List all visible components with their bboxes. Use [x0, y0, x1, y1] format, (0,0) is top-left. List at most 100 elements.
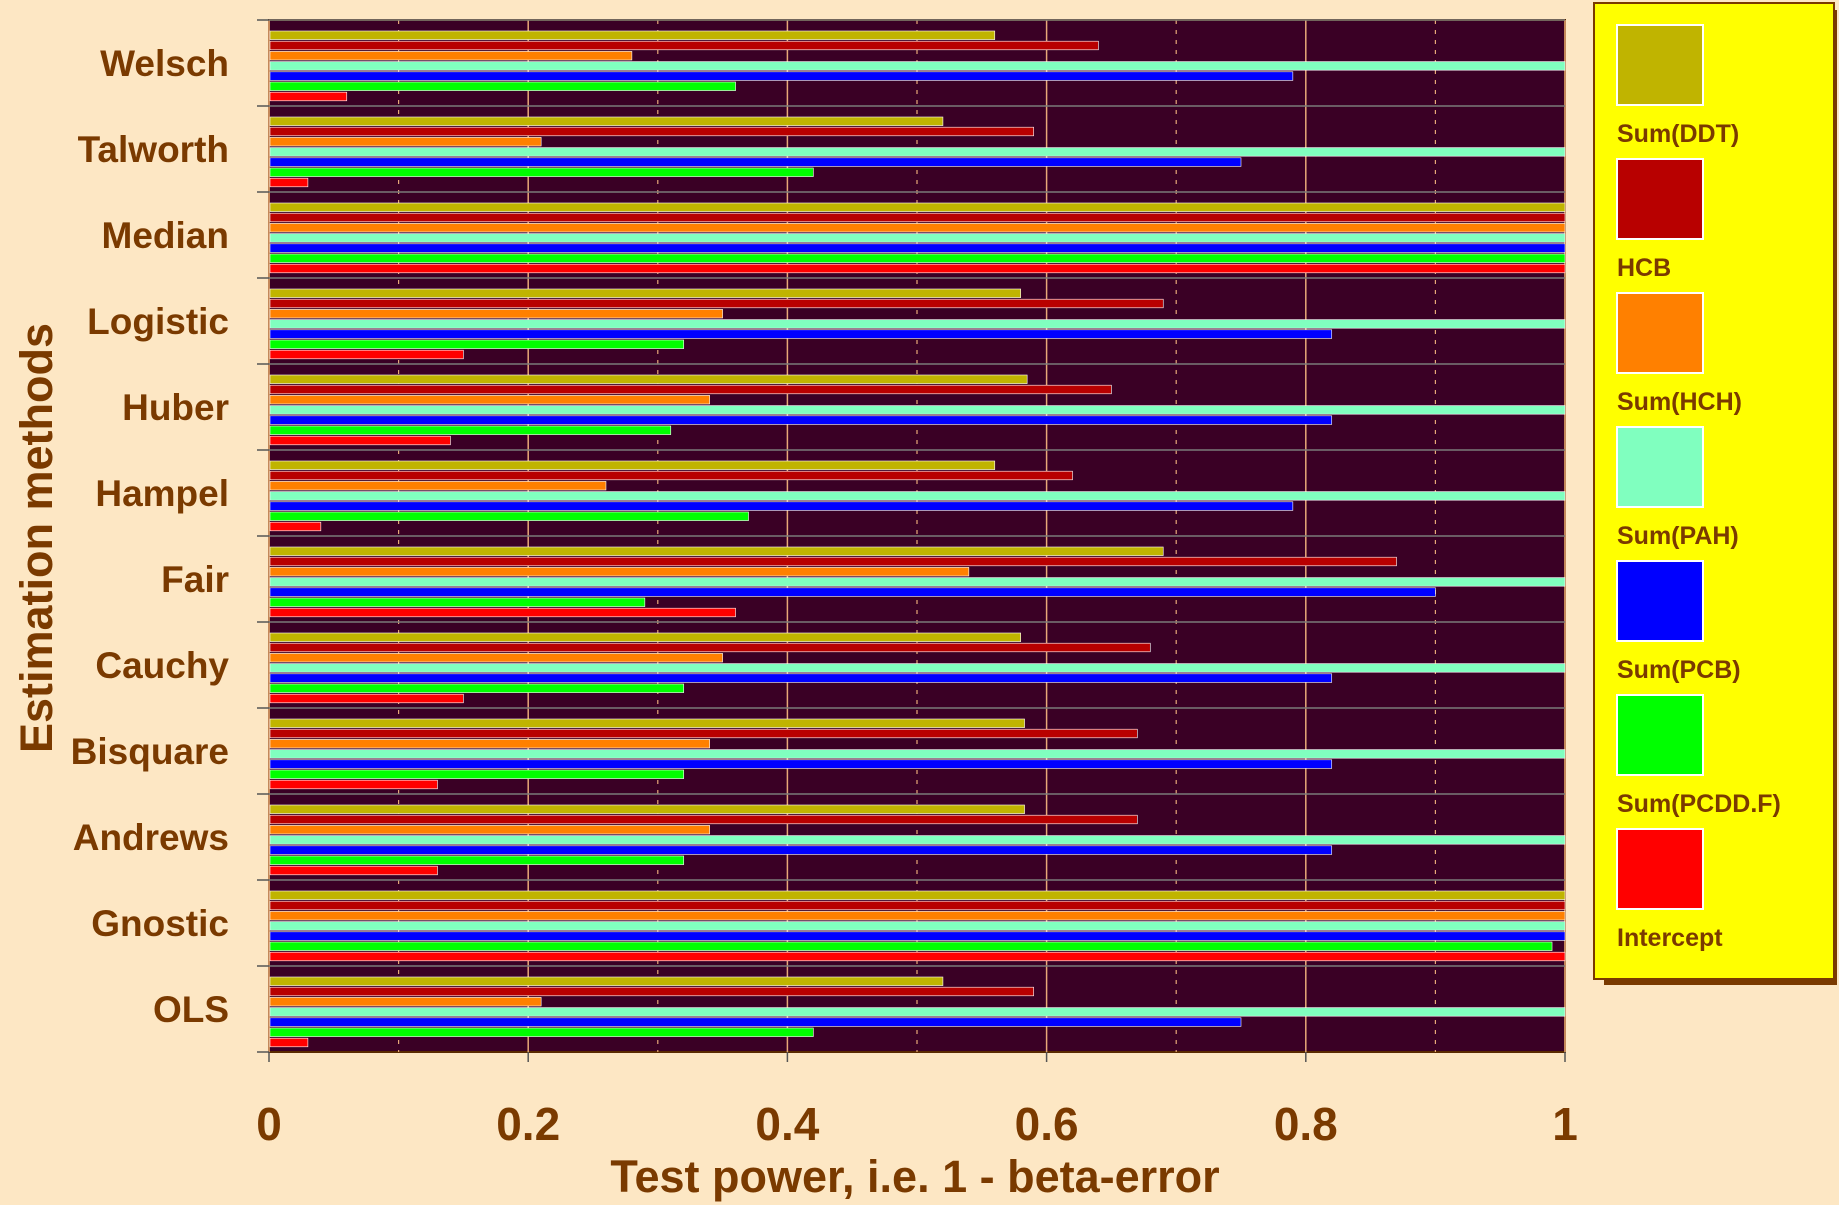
- bar: [269, 976, 944, 986]
- legend-swatch: [1616, 158, 1704, 240]
- bar: [269, 597, 646, 607]
- bar: [269, 91, 348, 102]
- bar: [269, 460, 996, 470]
- bar: [269, 1037, 309, 1048]
- bar: [269, 779, 438, 790]
- bar: [269, 642, 1151, 653]
- legend-label: Sum(PCB): [1617, 656, 1741, 684]
- legend-label: Sum(PCDD.F): [1617, 790, 1781, 818]
- y-tick-label: Bisquare: [71, 731, 229, 772]
- y-tick-label: Logistic: [87, 301, 229, 342]
- bar: [269, 567, 970, 577]
- bar: [269, 349, 464, 360]
- x-tick-label: 0.6: [1015, 1098, 1079, 1150]
- x-tick-label: 0.8: [1274, 1098, 1338, 1150]
- legend-swatch: [1616, 292, 1704, 374]
- bar: [269, 1027, 814, 1037]
- y-tick-label: Median: [102, 215, 229, 256]
- bar: [269, 865, 438, 876]
- legend-swatch: [1616, 828, 1704, 910]
- legend-label: Sum(DDT): [1617, 120, 1739, 148]
- bar: [269, 951, 1566, 962]
- bar: [269, 759, 1333, 769]
- bar: [269, 577, 1566, 587]
- legend-label: Intercept: [1617, 924, 1723, 952]
- bar: [269, 804, 1025, 814]
- bar: [269, 663, 1566, 673]
- bar: [269, 374, 1028, 384]
- y-tick-label: Welsch: [100, 43, 229, 84]
- bar: [269, 126, 1034, 137]
- y-tick-label: Fair: [161, 559, 229, 600]
- bar: [269, 470, 1073, 481]
- x-tick-labels: 0 0.2 0.4 0.6 0.8 1: [256, 1052, 1578, 1150]
- bar: [269, 481, 607, 491]
- y-tick-label: OLS: [153, 989, 229, 1030]
- bar: [269, 1017, 1242, 1027]
- legend-swatch: [1616, 24, 1704, 106]
- bar: [269, 137, 542, 147]
- y-tick-label: Huber: [122, 387, 229, 428]
- bar: [269, 243, 1566, 253]
- bar: [269, 921, 1566, 931]
- x-tick-label: 0.2: [496, 1098, 560, 1150]
- bar: [269, 51, 633, 61]
- bar: [269, 71, 1294, 81]
- bar: [269, 683, 685, 693]
- bar: [269, 587, 1436, 597]
- bar: [269, 511, 749, 521]
- bar: [269, 61, 1566, 71]
- y-tick-labels: Welsch Talworth Median Logistic Huber Hampel F…: [71, 43, 230, 1030]
- bar: [269, 40, 1099, 51]
- bar: [269, 435, 451, 446]
- bar: [269, 653, 723, 663]
- bar: [269, 329, 1333, 339]
- legend-swatch: [1616, 426, 1704, 508]
- bar: [269, 941, 1553, 951]
- bar: [269, 202, 1566, 212]
- legend-swatch: [1616, 560, 1704, 642]
- y-tick-label: Cauchy: [95, 645, 229, 686]
- bar: [269, 491, 1566, 501]
- bar: [269, 147, 1566, 157]
- bar: [269, 986, 1034, 997]
- bar: [269, 556, 1397, 567]
- legend: Sum(DDT) HCB Sum(HCH) Sum(PAH) Sum(PCB) Sum(P…: [1593, 2, 1837, 985]
- bar: [269, 212, 1566, 223]
- legend-label: Sum(PAH): [1617, 522, 1739, 550]
- y-axis-title: Estimation methods: [11, 323, 62, 753]
- bar: [269, 911, 1566, 921]
- bar: [269, 30, 996, 40]
- bar: [269, 157, 1242, 167]
- bar: [269, 309, 723, 319]
- y-tick-label: Hampel: [95, 473, 229, 514]
- bar: [269, 845, 1333, 855]
- bar: [269, 288, 1021, 298]
- bar: [269, 855, 685, 865]
- bar: [269, 835, 1566, 845]
- bar: [269, 263, 1566, 274]
- bar: [269, 167, 814, 177]
- bar: [269, 253, 1566, 263]
- bar: [269, 890, 1566, 900]
- legend-label: Sum(HCH): [1617, 388, 1742, 416]
- x-axis-title: Test power, i.e. 1 - beta-error: [610, 1151, 1219, 1202]
- bar: [269, 693, 464, 704]
- y-tick-label: Gnostic: [91, 903, 229, 944]
- legend-swatch: [1616, 694, 1704, 776]
- x-tick-label: 0.4: [755, 1098, 819, 1150]
- x-tick-label: 0: [256, 1098, 282, 1150]
- bar: [269, 425, 672, 435]
- bar: [269, 319, 1566, 329]
- bar: [269, 546, 1164, 556]
- bar: [269, 718, 1025, 728]
- bar: [269, 298, 1164, 309]
- plot-area: [257, 19, 1566, 1053]
- y-tick-label: Talworth: [78, 129, 229, 170]
- bar: [269, 415, 1333, 425]
- x-tick-label: 1: [1552, 1098, 1578, 1150]
- bar: [269, 339, 685, 349]
- bar: [269, 728, 1138, 739]
- bar: [269, 405, 1566, 415]
